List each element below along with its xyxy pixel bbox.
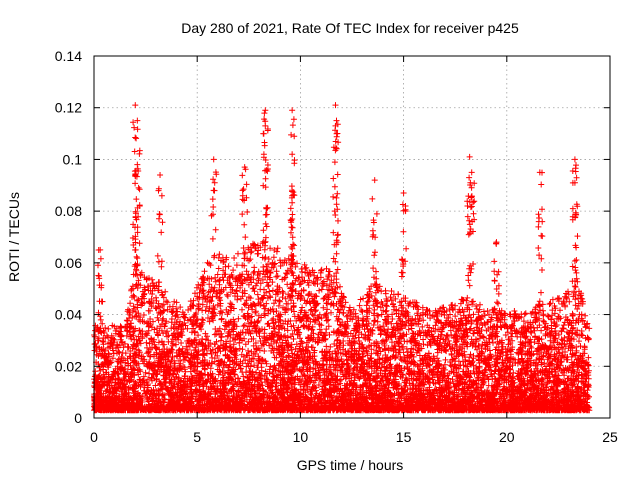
scatter-plus-markers [91, 110, 593, 414]
spike-point-0 [97, 246, 104, 253]
spike-point-14 [400, 190, 407, 197]
y-tick-label: 0 [74, 410, 82, 426]
y-tick-label: 0.06 [55, 255, 82, 271]
y-tick-label: 0.04 [55, 307, 82, 323]
y-axis-title: ROTI / TECUs [6, 192, 22, 282]
x-tick-label: 15 [396, 429, 412, 445]
x-tick-label: 10 [293, 429, 309, 445]
plot-border [93, 55, 611, 419]
spike-point-19 [571, 156, 578, 163]
spike-point-6 [241, 164, 248, 171]
x-tick-label: 20 [499, 429, 515, 445]
spike-point-5 [210, 156, 217, 163]
spike-point-16 [468, 169, 475, 176]
x-axis-title: GPS time / hours [297, 457, 404, 473]
y-tick-label: 0.12 [55, 100, 82, 116]
spike-point-4 [157, 171, 164, 178]
spike-point-18 [536, 169, 543, 176]
spike-point-9 [289, 107, 296, 114]
y-tick-label: 0.02 [55, 358, 82, 374]
data-points [91, 102, 593, 414]
spike-point-3 [134, 161, 141, 168]
spike-point-12 [332, 122, 339, 129]
spike-point-20 [571, 179, 578, 186]
spike-point-11 [332, 102, 339, 109]
spike-point-7 [262, 107, 269, 114]
chart-title: Day 280 of 2021, Rate Of TEC Index for r… [181, 20, 519, 36]
spike-point-15 [466, 153, 473, 160]
x-tick-label: 0 [90, 429, 98, 445]
plot-frame [93, 55, 611, 419]
spike-point-17 [493, 239, 500, 246]
spike-point-10 [289, 151, 296, 158]
y-tick-label: 0.14 [55, 48, 82, 64]
spike-point-13 [371, 177, 378, 184]
spike-point-2 [134, 117, 141, 124]
axis-ticks: 0 5 10 15 20 25 0 0.02 0.04 0.06 0.08 0.1 0.12 0.14 [55, 48, 618, 445]
x-tick-label: 25 [602, 429, 618, 445]
y-tick-label: 0.08 [55, 203, 82, 219]
y-tick-label: 0.1 [63, 151, 83, 167]
x-tick-label: 5 [193, 429, 201, 445]
spike-point-8 [262, 122, 269, 129]
spike-point-1 [132, 102, 139, 109]
